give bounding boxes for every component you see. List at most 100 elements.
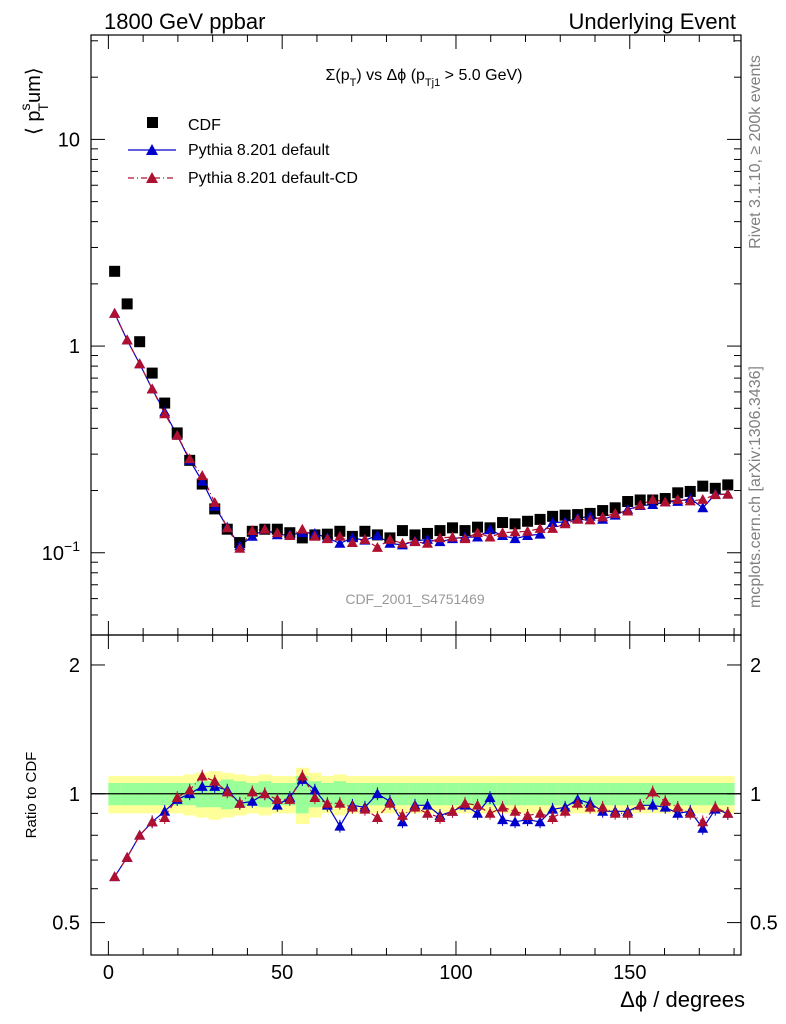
data-point-pythia-cd	[634, 499, 646, 510]
data-point-cdf	[359, 525, 371, 537]
data-point-pythia-cd	[597, 511, 609, 522]
data-point-cdf	[109, 265, 121, 277]
data-point-cdf	[434, 525, 446, 537]
data-point-pythia-cd	[384, 533, 396, 544]
main-y-tick-label: 1	[69, 336, 80, 358]
ratio-point-pythia-cd	[534, 807, 546, 818]
data-point-cdf	[534, 513, 546, 525]
data-point-pythia-cd	[709, 489, 721, 500]
ratio-point-pythia-cd	[134, 829, 146, 840]
ratio-point-pythia-cd	[159, 812, 171, 822]
legend-label-pythia-default: Pythia 8.201 default	[188, 142, 330, 159]
ratio-point-pythia-cd	[622, 807, 634, 818]
data-point-pythia-default	[371, 530, 383, 541]
data-point-cdf	[672, 487, 684, 499]
ratio-point-pythia-cd	[484, 807, 496, 818]
data-point-pythia-cd	[609, 507, 621, 518]
data-point-pythia-default	[484, 524, 496, 535]
data-point-pythia-cd	[659, 496, 671, 507]
ratio-point-pythia-cd	[346, 801, 358, 812]
data-point-pythia-cd	[522, 525, 534, 536]
ratio-point-pythia-cd	[371, 812, 383, 822]
ratio-y-tick-label: 1	[69, 784, 80, 806]
ratio-point-pythia-cd	[234, 797, 246, 808]
data-point-pythia-cd	[484, 531, 496, 542]
data-point-pythia-cd	[684, 495, 696, 506]
data-point-cdf	[409, 529, 421, 541]
ratio-point-pythia-cd	[559, 805, 571, 816]
data-point-pythia-cd	[121, 334, 133, 345]
ratio-point-pythia-cd	[221, 786, 233, 797]
data-point-pythia-cd	[221, 522, 233, 533]
ratio-point-pythia-default	[421, 799, 433, 810]
main-y-tick-label: 10−1	[42, 538, 80, 565]
data-point-pythia-cd	[171, 429, 183, 440]
ratio-y-tick-label: 2	[69, 655, 80, 677]
ratio-point-pythia-cd	[709, 801, 721, 812]
ratio-point-pythia-cd	[259, 788, 271, 799]
plot-title: Σ(pT) vs Δϕ (pTj1 > 5.0 GeV)	[326, 67, 523, 89]
data-point-cdf	[146, 367, 158, 379]
data-point-cdf	[722, 479, 734, 491]
data-point-pythia-cd	[246, 525, 258, 535]
data-point-pythia-default	[509, 533, 521, 544]
data-point-pythia-cd	[434, 532, 446, 543]
ratio-point-pythia-cd	[659, 795, 671, 806]
data-point-pythia-default	[534, 528, 546, 539]
main-y-tick-label: 10	[58, 129, 80, 151]
data-point-pythia-cd	[234, 542, 246, 553]
data-point-pythia-cd	[271, 527, 283, 538]
ratio-point-pythia-default	[371, 788, 383, 799]
data-point-cdf	[697, 480, 709, 492]
data-point-cdf	[134, 336, 146, 348]
ratio-point-pythia-cd	[171, 792, 183, 802]
ratio-point-pythia-cd	[509, 805, 521, 816]
series-line-pythia-default	[114, 313, 728, 547]
header-analysis-label: Underlying Event	[568, 9, 736, 34]
data-point-pythia-cd	[334, 530, 346, 541]
data-point-pythia-cd	[109, 307, 121, 318]
main-plot-area: 10−1 1 10	[42, 35, 741, 636]
watermark: CDF_2001_S4751469	[345, 591, 485, 607]
data-point-pythia-cd	[421, 537, 433, 548]
ratio-point-pythia-default	[497, 814, 509, 825]
data-point-cdf	[547, 510, 559, 522]
data-point-pythia-cd	[371, 542, 383, 552]
ratio-point-pythia-cd	[697, 816, 709, 827]
ratio-point-pythia-cd	[384, 797, 396, 808]
ratio-point-pythia-cd	[321, 797, 333, 808]
ratio-point-pythia-cd	[334, 797, 346, 808]
main-y-axis-label: ⟨ ps Tum⟩	[17, 67, 51, 135]
ratio-point-pythia-cd	[522, 809, 534, 820]
main-panel: Σ(pT) vs Δϕ (pTj1 > 5.0 GeV) CDF_2001_S4…	[17, 34, 742, 636]
data-point-pythia-default	[246, 530, 258, 541]
ratio-point-pythia-default	[246, 795, 258, 806]
data-point-pythia-cd	[259, 523, 271, 534]
ratio-point-pythia-cd	[146, 816, 158, 827]
ratio-point-pythia-cd	[209, 775, 221, 786]
ratio-point-pythia-cd	[421, 807, 433, 818]
x-tick-label: 100	[439, 962, 472, 984]
ratio-point-pythia-default	[534, 816, 546, 827]
data-point-cdf	[446, 522, 458, 534]
ratio-point-pythia-cd	[296, 770, 308, 781]
data-point-pythia-default	[647, 499, 659, 510]
data-point-cdf	[396, 525, 408, 537]
ratio-point-pythia-default	[484, 792, 496, 802]
legend: CDF Pythia 8.201 default Pythia 8.201 de…	[128, 117, 358, 187]
data-point-pythia-cd	[472, 527, 484, 538]
ratio-y-tick-label-right: 1	[750, 784, 761, 806]
data-point-pythia-cd	[509, 526, 521, 537]
data-point-pythia-cd	[284, 530, 296, 541]
ratio-point-pythia-default	[309, 784, 321, 795]
data-point-pythia-default	[697, 502, 709, 513]
data-point-pythia-cd	[409, 536, 421, 547]
ratio-point-pythia-cd	[647, 786, 659, 797]
data-point-pythia-default	[334, 537, 346, 548]
ratio-point-pythia-cd	[572, 797, 584, 808]
data-point-pythia-cd	[134, 358, 146, 369]
data-point-pythia-cd	[296, 523, 308, 534]
legend-label-cdf: CDF	[188, 117, 221, 134]
ratio-plot-area: 0.5 0.5 1 1 2 2 0 50 100 150	[52, 635, 778, 984]
